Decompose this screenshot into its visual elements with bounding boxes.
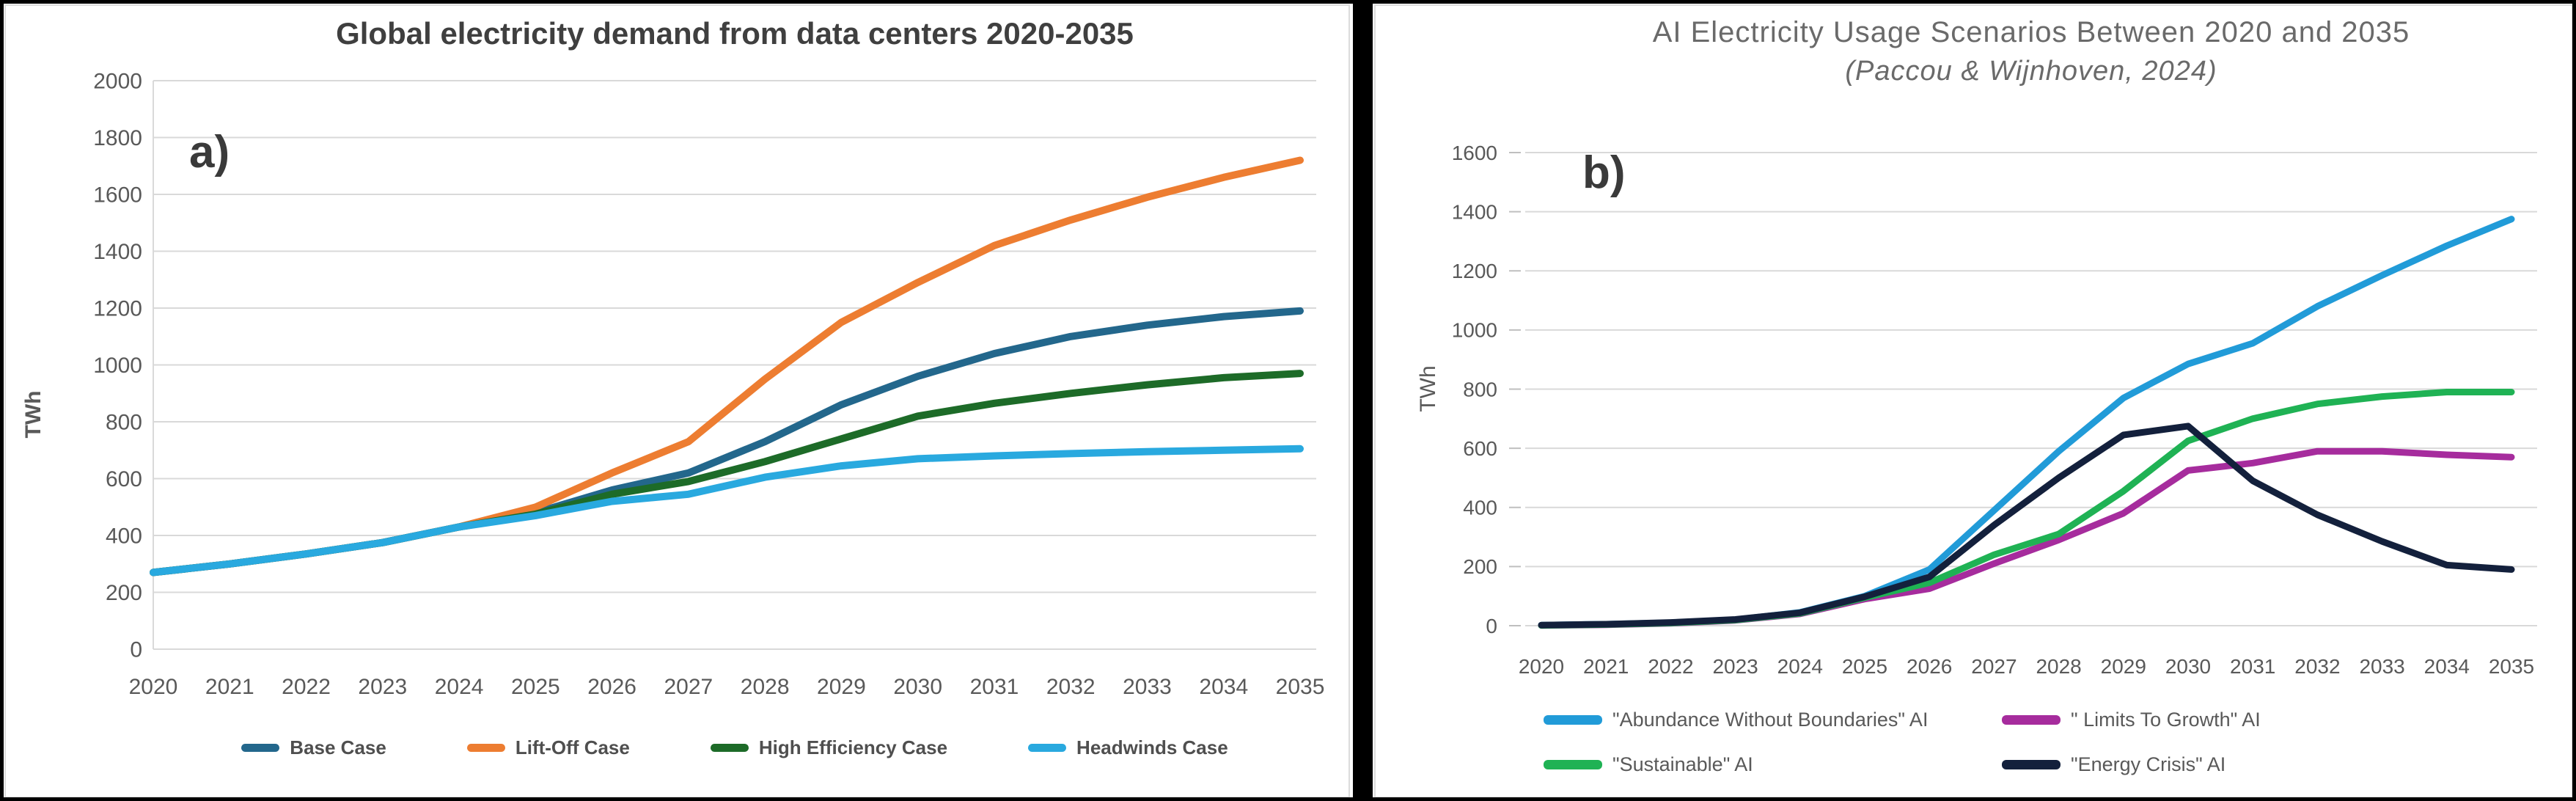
legend-label: "Abundance Without Boundaries" AI [1612, 709, 1929, 731]
right-y-axis-title: TWh [1416, 365, 1440, 412]
legend-label: High Efficiency Case [758, 736, 948, 758]
y-tick-label: 1400 [93, 240, 142, 264]
x-tick-label: 2034 [2424, 655, 2470, 678]
x-tick-label: 2023 [1712, 655, 1758, 678]
y-tick-label: 1600 [1452, 142, 1497, 164]
legend-label: Lift-Off Case [515, 736, 630, 758]
legend-swatch [2002, 760, 2061, 769]
x-tick-label: 2032 [2294, 655, 2340, 678]
legend-label: "Energy Crisis" AI [2071, 753, 2226, 775]
y-tick-label: 200 [1463, 555, 1497, 578]
y-tick-label: 400 [1463, 497, 1497, 519]
series-line [1538, 216, 2515, 629]
legend-label: Base Case [290, 736, 386, 758]
x-tick-label: 2030 [893, 675, 942, 699]
x-tick-label: 2027 [1971, 655, 2017, 678]
y-tick-label: 1400 [1452, 200, 1497, 223]
legend-label: " Limits To Growth" AI [2071, 709, 2261, 731]
x-tick-label: 2025 [1842, 655, 1887, 678]
x-tick-label: 2032 [1046, 675, 1096, 699]
x-tick-label: 2035 [1276, 675, 1325, 699]
y-tick-label: 1000 [1452, 319, 1497, 342]
x-tick-label: 2029 [817, 675, 866, 699]
x-tick-label: 2030 [2165, 655, 2211, 678]
y-tick-label: 0 [1486, 615, 1497, 637]
x-tick-label: 2026 [587, 675, 636, 699]
left-chart-title: Global electricity demand from data cent… [336, 16, 1134, 51]
legend-swatch [241, 743, 280, 752]
legend-label: "Sustainable" AI [1612, 753, 1753, 775]
series-line [150, 370, 1304, 577]
series-line [150, 445, 1304, 577]
legend-label: Headwinds Case [1076, 736, 1228, 758]
x-tick-label: 2022 [282, 675, 331, 699]
legend-item: " Limits To Growth" AI [2002, 709, 2261, 731]
x-tick-label: 2023 [358, 675, 407, 699]
legend-swatch [1544, 760, 1602, 769]
y-tick-label: 600 [1463, 437, 1497, 460]
legend-item: Lift-Off Case [466, 736, 630, 759]
legend-swatch [1544, 715, 1602, 725]
legend-item: Base Case [241, 736, 386, 759]
right-chart-subtitle: (Paccou & Wijnhoven, 2024) [1845, 56, 2217, 87]
x-tick-label: 2021 [1583, 655, 1629, 678]
series-line [150, 307, 1304, 577]
y-tick-label: 0 [130, 638, 142, 662]
series-line [1538, 389, 2515, 629]
y-tick-label: 1200 [93, 297, 142, 321]
series-line [1538, 423, 2515, 629]
x-tick-label: 2031 [970, 675, 1019, 699]
y-tick-label: 2000 [93, 70, 142, 94]
x-tick-label: 2033 [1123, 675, 1172, 699]
legend-item: "Energy Crisis" AI [2002, 753, 2261, 776]
y-tick-label: 200 [106, 581, 142, 605]
legend-item: "Abundance Without Boundaries" AI [1544, 709, 2002, 731]
x-tick-label: 2028 [2036, 655, 2081, 678]
y-tick-label: 1000 [93, 354, 142, 378]
y-tick-label: 600 [106, 467, 142, 491]
x-tick-label: 2029 [2101, 655, 2146, 678]
x-tick-label: 2027 [664, 675, 713, 699]
x-tick-label: 2028 [741, 675, 790, 699]
legend-swatch [1028, 743, 1067, 752]
x-tick-label: 2033 [2359, 655, 2404, 678]
x-tick-label: 2020 [129, 675, 178, 699]
x-tick-label: 2034 [1199, 675, 1248, 699]
left-chart-legend: Base Case Lift-Off Case High Efficiency Ca… [153, 735, 1316, 760]
x-tick-label: 2024 [1777, 655, 1823, 678]
y-tick-label: 1800 [93, 126, 142, 150]
legend-item: High Efficiency Case [710, 736, 948, 759]
y-tick-label: 1200 [1452, 260, 1497, 282]
y-tick-label: 400 [106, 524, 142, 549]
legend-item: "Sustainable" AI [1544, 753, 2002, 776]
legend-swatch [2002, 715, 2061, 725]
x-tick-label: 2022 [1648, 655, 1693, 678]
x-tick-label: 2021 [205, 675, 254, 699]
y-tick-label: 800 [106, 411, 142, 435]
legend-swatch [466, 743, 505, 752]
panel-divider [1353, 0, 1373, 801]
y-tick-label: 1600 [93, 183, 142, 208]
x-tick-label: 2024 [435, 675, 484, 699]
series-line [150, 156, 1304, 577]
x-tick-label: 2020 [1519, 655, 1564, 678]
x-tick-label: 2031 [2230, 655, 2275, 678]
legend-item: Headwinds Case [1028, 736, 1228, 759]
x-tick-label: 2026 [1907, 655, 1952, 678]
y-tick-label: 800 [1463, 378, 1497, 400]
x-tick-label: 2025 [511, 675, 560, 699]
left-y-axis-title: TWh [21, 390, 45, 439]
right-chart-title: AI Electricity Usage Scenarios Between 2… [1652, 16, 2410, 48]
legend-swatch [710, 743, 749, 752]
right-panel-label: b) [1582, 147, 1626, 198]
x-tick-label: 2035 [2489, 655, 2534, 678]
right-chart-legend: "Abundance Without Boundaries" AI " Limit… [1544, 709, 2261, 776]
left-panel-label: a) [189, 127, 230, 178]
